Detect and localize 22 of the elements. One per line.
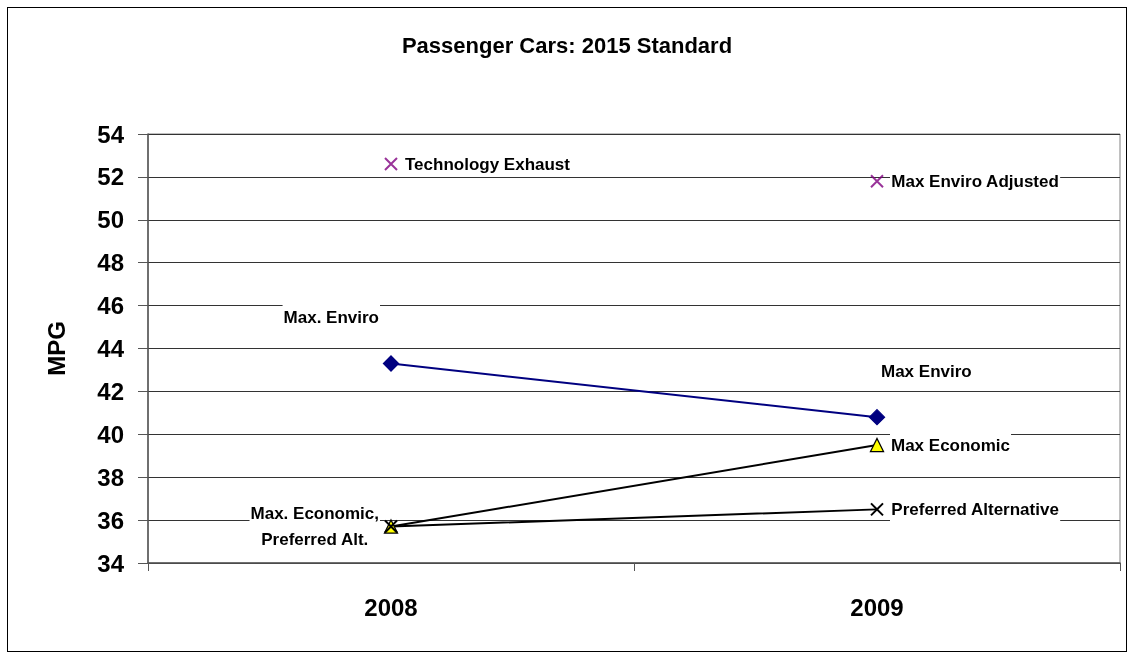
chart-title: Passenger Cars: 2015 Standard: [401, 32, 733, 58]
annotation: Max. Economic, Preferred Alt.: [250, 504, 379, 550]
annotation: Max Enviro: [881, 361, 972, 381]
annotation: Technology Exhaust: [404, 154, 571, 174]
x-tick-label: 2008: [364, 593, 418, 621]
y-axis-title: MPG: [42, 321, 70, 376]
y-tick-label: 46: [97, 292, 124, 320]
annotation: Max Enviro Adjusted: [891, 171, 1059, 191]
annotation: Max Economic: [890, 435, 1011, 455]
y-tick-label: 50: [97, 206, 124, 234]
y-tick-label: 48: [97, 249, 124, 277]
y-tick-label: 52: [97, 163, 124, 191]
y-tick-label: 54: [97, 120, 125, 148]
x-tick-label: 2009: [850, 593, 904, 621]
y-tick-label: 44: [97, 335, 125, 362]
annotation: Max. Enviro: [283, 308, 379, 328]
y-tick-label: 42: [97, 377, 124, 405]
y-tick-label: 34: [97, 549, 125, 577]
y-tick-label: 36: [97, 506, 124, 534]
y-tick-label: 40: [97, 420, 124, 448]
annotation: Preferred Alternative: [891, 499, 1059, 519]
y-tick-label: 38: [97, 463, 124, 491]
